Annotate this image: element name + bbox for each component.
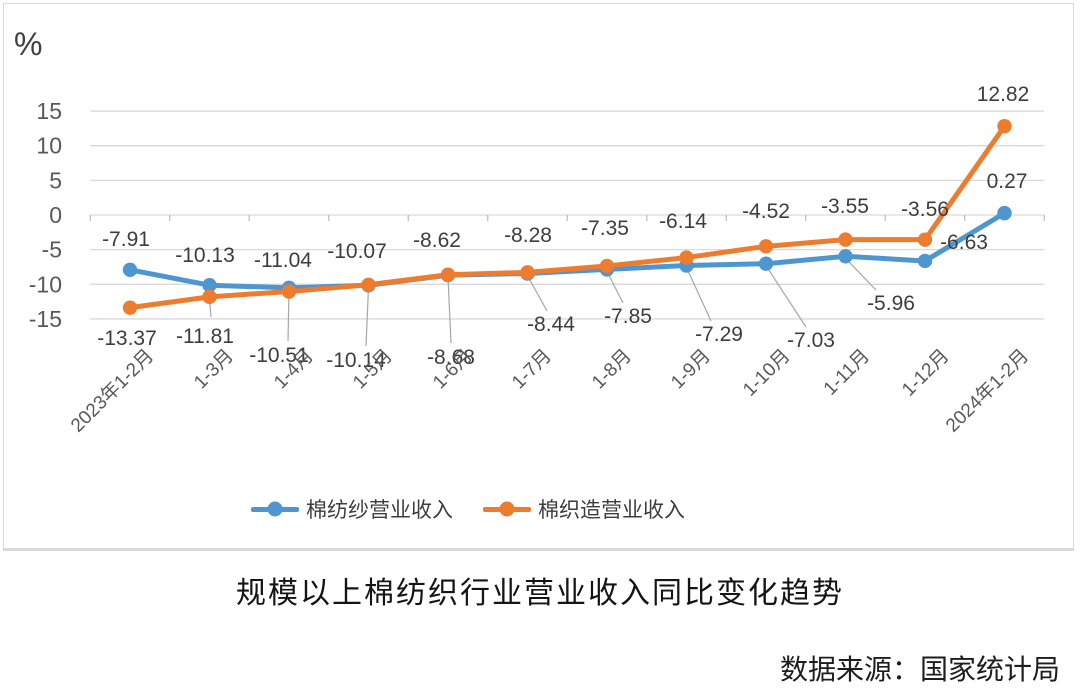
legend-label-cotton-weaving: 棉织造营业收入 (538, 499, 685, 522)
data-point-label: -10.51 (249, 344, 309, 367)
data-point-marker (917, 232, 933, 247)
data-point-label: -7.35 (581, 217, 629, 240)
data-point-marker (440, 267, 456, 282)
data-point-marker (361, 277, 376, 292)
data-point-label: -4.52 (742, 200, 790, 223)
label-leader-line (606, 271, 624, 304)
y-axis-tick-label: -5 (42, 237, 62, 263)
label-leader-line (526, 275, 548, 312)
data-point-label: 0.27 (987, 170, 1028, 193)
data-point-label: -10.14 (326, 349, 386, 372)
data-point-marker (202, 289, 217, 305)
data-point-label: -3.55 (821, 195, 869, 218)
label-leader-line (765, 265, 807, 328)
data-point-label: -3.56 (901, 198, 949, 221)
label-leader-line (447, 277, 452, 344)
data-point-marker (838, 232, 853, 247)
data-point-marker (997, 205, 1012, 221)
line-chart-plot: 15 10 5 0 -5 -10 -15 -7.91 -10.13 -10.51 -10.14 -8.… (29, 83, 1045, 372)
data-point-label: -5.96 (867, 292, 915, 315)
data-point-label: 12.82 (977, 83, 1030, 106)
data-point-label: -13.37 (97, 327, 157, 350)
data-point-marker (997, 118, 1012, 134)
chart-legend: 棉纺纱营业收入 棉织造营业收入 (0, 494, 1008, 524)
data-point-marker (122, 262, 138, 278)
data-point-label: -7.91 (102, 228, 150, 251)
data-point-marker (679, 250, 694, 265)
chart-title: 规模以上棉纺织行业营业收入同比变化趋势 (236, 577, 844, 610)
data-point-marker (758, 256, 774, 271)
data-point-label: -8.68 (427, 346, 475, 369)
data-point-marker (281, 284, 297, 299)
data-point-label: -7.03 (787, 329, 835, 352)
data-point-marker (122, 300, 138, 315)
data-point-label: -10.07 (327, 240, 387, 263)
data-point-label: -10.13 (175, 244, 235, 267)
label-leader-line (685, 267, 712, 322)
y-axis-tick-label: 15 (36, 98, 62, 124)
data-point-marker (758, 239, 774, 254)
label-leader-line (845, 257, 877, 291)
series-line-orange (127, 123, 1007, 311)
label-leader-line (365, 287, 370, 347)
y-axis-tick-label: -10 (29, 271, 62, 297)
y-axis-tick-label: -15 (29, 306, 62, 332)
legend-item-cotton-weaving: 棉织造营业收入 (483, 494, 685, 524)
data-point-label: -8.62 (413, 229, 461, 252)
data-point-marker (599, 258, 615, 274)
legend-item-cotton-yarn: 棉纺纱营业收入 (251, 494, 453, 524)
data-point-label: -11.04 (254, 249, 312, 272)
data-point-label: -8.28 (504, 224, 552, 247)
data-point-label: -6.14 (659, 210, 707, 233)
data-point-label: -7.85 (604, 305, 652, 328)
chart-frame (3, 3, 1074, 549)
y-axis-unit-label: % (14, 26, 43, 62)
y-axis-tick-label: 0 (49, 202, 62, 228)
data-point-label: -6.63 (940, 231, 988, 254)
y-axis-tick-label: 10 (36, 133, 62, 159)
data-point-marker (917, 253, 933, 269)
data-point-marker (202, 278, 217, 293)
data-point-marker (838, 249, 853, 264)
data-point-label: -8.44 (527, 313, 575, 336)
legend-line-marker-orange (483, 501, 531, 517)
y-axis-tick-label: 5 (49, 167, 62, 193)
legend-label-cotton-yarn: 棉纺纱营业收入 (306, 499, 453, 522)
data-point-marker (520, 265, 535, 280)
data-source-note: 数据来源：国家统计局 (779, 655, 1060, 686)
data-point-label: -11.81 (176, 325, 234, 348)
data-point-label: -7.29 (695, 323, 743, 346)
legend-line-marker-blue (251, 501, 299, 517)
